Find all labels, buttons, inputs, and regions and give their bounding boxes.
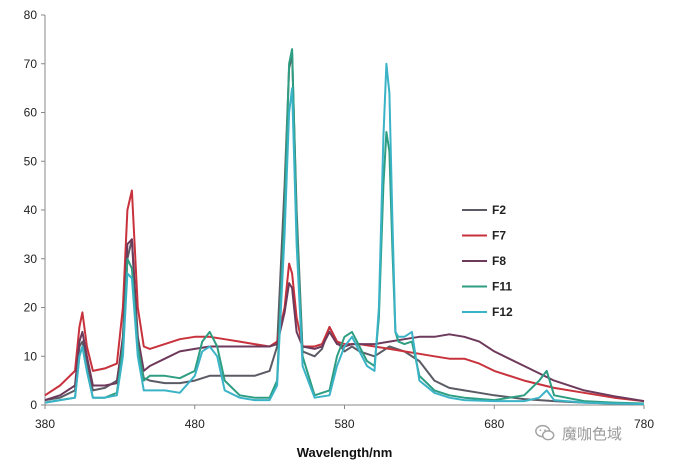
x-tick-label: 480 [185, 417, 205, 431]
y-tick-label: 20 [24, 301, 38, 315]
legend-label-f12: F12 [492, 305, 513, 319]
series-lines [44, 48, 645, 405]
x-tick-label: 380 [35, 417, 55, 431]
watermark-text: 魔咖色域 [562, 424, 623, 443]
legend-label-f7: F7 [492, 229, 506, 243]
x-axis-ticks: 380 480 580 680 780 [35, 405, 654, 431]
y-tick-label: 10 [24, 349, 38, 363]
series-line-f2 [44, 53, 645, 405]
watermark: 魔咖色域 [534, 422, 622, 444]
y-tick-label: 40 [24, 203, 38, 217]
x-tick-label: 780 [634, 417, 654, 431]
legend-label-f8: F8 [492, 254, 506, 268]
x-tick-label: 580 [334, 417, 354, 431]
series-line-f12 [44, 62, 645, 405]
legend: F2 F7 F8 F11 F12 [462, 203, 513, 319]
series-line-f7 [44, 189, 645, 403]
x-axis-label: Wavelength/nm [297, 445, 393, 460]
y-tick-label: 50 [24, 154, 38, 168]
y-tick-label: 80 [24, 8, 38, 22]
y-tick-label: 0 [30, 398, 37, 412]
x-tick-label: 680 [484, 417, 504, 431]
y-tick-label: 70 [24, 57, 38, 71]
y-tick-label: 60 [24, 106, 38, 120]
legend-label-f11: F11 [492, 280, 512, 294]
y-tick-label: 30 [24, 252, 38, 266]
y-axis-ticks: 0 10 20 30 40 50 60 70 80 [24, 8, 45, 412]
wechat-bubble-icon [535, 424, 555, 441]
series-line-f8 [44, 238, 645, 403]
legend-label-f2: F2 [492, 203, 506, 217]
